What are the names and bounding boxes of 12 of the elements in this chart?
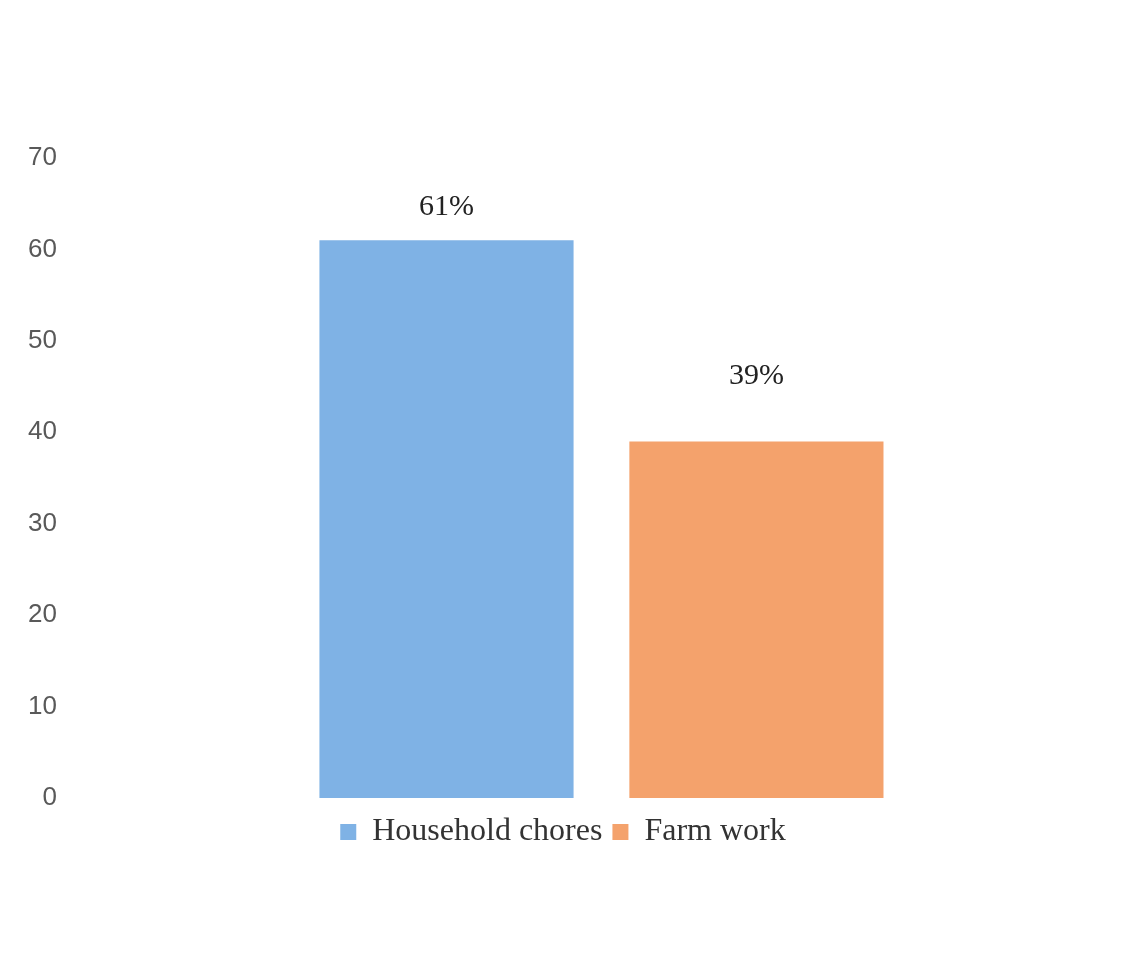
legend-label: Household chores xyxy=(372,811,603,848)
legend-label: Farm work xyxy=(644,811,786,848)
y-tick-label: 20 xyxy=(28,598,57,629)
data-label: 61% xyxy=(419,188,474,222)
y-tick-label: 10 xyxy=(28,689,57,720)
y-tick-label: 40 xyxy=(28,415,57,446)
data-label: 39% xyxy=(728,357,784,391)
y-tick-label: 50 xyxy=(28,324,57,355)
y-tick-label: 60 xyxy=(28,232,57,263)
y-tick-label: 0 xyxy=(42,781,57,812)
y-tick-label: 30 xyxy=(28,506,57,537)
y-tick-label: 70 xyxy=(28,141,57,172)
